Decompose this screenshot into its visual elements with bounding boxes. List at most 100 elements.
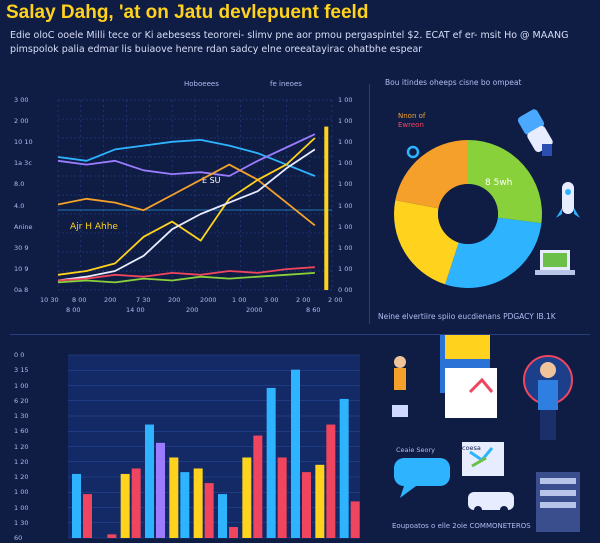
bar-red-8 [277,457,287,538]
bar-yellow-7 [242,457,252,538]
pie-legend-entry: Nnon of [398,112,426,120]
line-y-tick-label: 0a 8 [14,286,29,294]
section-divider [369,84,370,324]
line-y-tick-label: 10 10 [14,138,33,147]
pie-slice-0 [468,140,542,224]
bar-y-tick-label: 3 15 [14,366,29,375]
line-y-tick-label: 1 00 [338,243,353,252]
line-x-tick-label: 200 [186,306,199,314]
server-icon [536,472,580,532]
line-y-tick-label: 1 00 [338,264,353,273]
line-y-tick-label: 1 00 [338,201,353,210]
line-x-tick-label: 2000 [200,296,217,304]
robot-icon [517,109,553,156]
card-label: Ceaie Seory [396,446,436,454]
bar-y-tick-label: 1 00 [14,503,29,512]
line-x-tick-label: 200 [168,296,181,304]
bar-blue-6 [218,494,227,538]
bar-y-tick-label: 6 20 [14,396,29,405]
bar-yellow-2 [120,473,130,538]
bar-yellow-5 [193,468,203,538]
line-series-4 [57,148,316,282]
line-y-tick-label: 4.0 [14,201,25,210]
line-series-5 [57,266,315,282]
person-avatar-icon [523,355,573,440]
line-x-tick-label: 8 00 [66,306,81,314]
bar-yellow-4 [169,457,179,538]
puzzle-icon [462,442,504,476]
bar-y-tick-label: 1 30 [14,412,29,420]
illustration-footer: Eoupoatos o elle 2oie COMMONETEROS [392,522,531,530]
line-x-tick-label: 7 30 [136,296,151,304]
rocket-icon [556,182,580,218]
bar-blue-9 [291,369,300,538]
line-annotation: Ajr H Ahhe [70,222,118,232]
pie-slice-2 [394,200,459,285]
line-x-tick-label: 2 00 [296,296,311,304]
line-series-1 [57,133,316,177]
small-gear-icon [406,145,420,159]
bar-y-tick-label: 1 00 [14,488,29,497]
line-x-tick-label: 8 60 [306,306,321,314]
line-y-tick-label: 3 00 [14,96,29,104]
intro-line: Edie oloC ooele Milli tece or Ki aebeses… [10,30,569,41]
line-y-tick-label: 0 00 [338,286,353,294]
pie-title: Bou itindes oheeps cisne bo ompeat [385,78,522,87]
line-series-2 [57,163,316,227]
bar-red-6 [229,527,238,538]
bar-blue-0 [72,473,81,538]
pie-legend-entry: Ewreon [398,121,424,129]
line-x-tick-label: 14 00 [126,306,145,314]
bar-blue-11 [339,398,349,538]
bar-y-tick-label: 0 0 [14,351,25,359]
line-y-tick-label: 1a 3c [14,159,32,168]
line-y-tick-label: 8.0 [14,180,25,189]
line-x-tick-label: 2000 [246,306,263,314]
bar-y-tick-label: 60 [14,534,23,542]
bar-y-tick-label: 1 60 [14,427,29,436]
line-y-tick-label: 2 00 [14,117,29,126]
line-y-tick-label: 1 00 [338,180,353,189]
bar-y-tick-label: 1 00 [14,381,29,390]
line-legend-left: Hoboeees [184,80,219,88]
bar-red-2 [131,468,141,538]
line-y-tick-label: 10 9 [14,264,29,273]
page-title: Salay Dahg, 'at on Jatu devlepuent feeld [6,2,369,23]
line-series-0 [57,138,316,177]
pie-slice-1 [445,217,542,288]
pie-slice-3 [395,140,468,209]
bar-blue-3 [145,424,154,538]
bar-red-10 [326,424,336,538]
line-y-tick-label: 1 00 [338,222,353,231]
card-label: coesa [462,444,481,452]
bar-y-tick-label: 1 20 [14,442,29,451]
line-y-tick-label: 1 00 [338,159,353,168]
line-series-3 [57,137,316,276]
bar-red-0 [83,494,92,538]
line-legend-right: fe ineoes [270,80,302,88]
document-chart-icon [440,335,497,418]
bar-y-tick-label: 1 20 [14,473,29,481]
line-highlight-bar [324,126,329,290]
line-y-tick-label: 1 00 [338,138,353,147]
bar-blue-8 [266,387,276,538]
bar-y-tick-label: 1 30 [14,518,29,527]
bar-red-7 [253,435,263,538]
line-y-tick-label: 1 00 [338,96,353,104]
pie-caption: Neine elvertiire spiio eucdienans PDGACY… [378,312,556,321]
pie-hole [438,184,498,244]
line-x-tick-label: 1 00 [232,296,247,304]
bar-purple-3 [156,442,165,538]
bar-blue-4 [180,472,190,538]
line-x-tick-label: 200 [104,296,117,304]
bar-y-tick-label: 1 20 [14,457,29,466]
line-series-6 [57,272,315,284]
intro-text: Edie oloC ooele Milli tece or Ki aebeses… [10,29,590,57]
line-x-tick-label: 2 00 [328,296,343,304]
line-y-tick-label: 1 00 [338,117,353,126]
section-divider [10,334,590,335]
bar-red-5 [204,483,214,538]
